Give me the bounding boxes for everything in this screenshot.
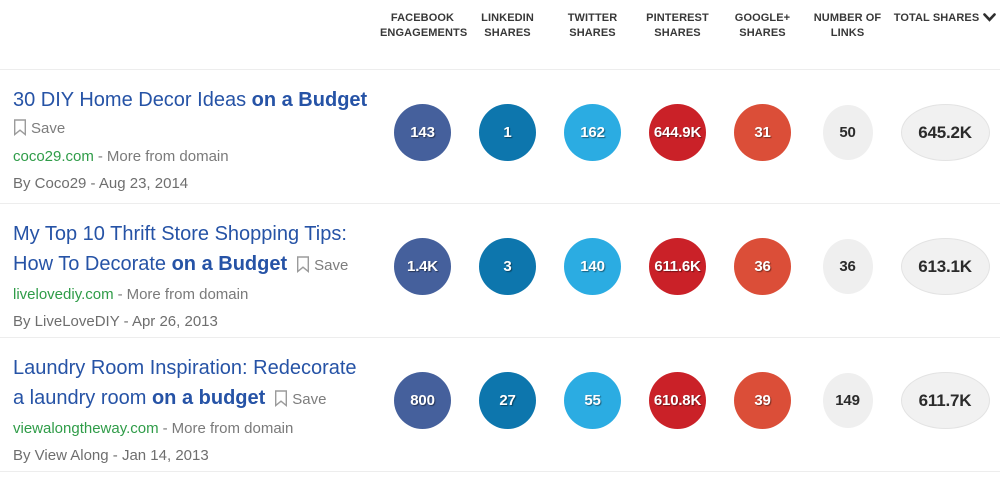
twitter-shares-count: 140	[564, 238, 621, 295]
column-header-pinterest[interactable]: PINTEREST SHARES	[646, 12, 709, 39]
column-header-total-shares[interactable]: TOTAL SHARES	[890, 0, 1000, 69]
article-info: My Top 10 Thrift Store Shopping Tips: How…	[0, 204, 380, 337]
domain-link[interactable]: livelovediy.com	[13, 286, 114, 303]
total-shares-count: 613.1K	[900, 238, 990, 295]
pinterest-shares-count: 611.6K	[649, 238, 706, 295]
domain-line: coco29.com - More from domain	[13, 148, 229, 165]
article-row: My Top 10 Thrift Store Shopping Tips: How…	[0, 204, 1000, 338]
linkedin-shares-count: 27	[479, 372, 536, 429]
more-from-domain-link[interactable]: More from domain	[126, 286, 249, 303]
save-button[interactable]: Save	[274, 385, 327, 415]
linkedin-shares-count: 3	[479, 238, 536, 295]
facebook-engagements-count: 1.4K	[394, 238, 451, 295]
article-row: 30 DIY Home Decor Ideas on a Budget Save…	[0, 70, 1000, 204]
domain-line: viewalongtheway.com - More from domain	[13, 420, 294, 437]
facebook-engagements-count: 800	[394, 372, 451, 429]
total-shares-count: 611.7K	[900, 372, 990, 429]
column-header-googleplus[interactable]: GOOGLE+ SHARES	[734, 12, 791, 39]
byline: By Coco29 - Aug 23, 2014	[13, 175, 189, 192]
column-header-linkedin[interactable]: LINKEDIN SHARES	[481, 12, 534, 39]
linkedin-shares-count: 1	[479, 104, 536, 161]
googleplus-shares-count: 39	[734, 372, 791, 429]
bookmark-icon	[275, 390, 288, 407]
bookmark-icon	[297, 256, 310, 273]
facebook-engagements-count: 143	[394, 104, 451, 161]
number-of-links-count: 36	[822, 239, 873, 294]
total-shares-count: 645.2K	[900, 104, 990, 161]
article-title-link[interactable]: Laundry Room Inspiration: Redecorate a la…	[13, 353, 380, 415]
column-header-twitter[interactable]: TWITTER SHARES	[567, 12, 618, 39]
header-spacer	[0, 0, 380, 69]
article-title-link[interactable]: 30 DIY Home Decor Ideas on a Budget	[13, 89, 368, 111]
domain-line: livelovediy.com - More from domain	[13, 286, 249, 303]
bookmark-icon	[14, 119, 26, 136]
chevron-down-icon	[983, 13, 997, 22]
article-info: Laundry Room Inspiration: Redecorate a la…	[0, 338, 380, 471]
save-button[interactable]: Save	[13, 115, 65, 143]
article-row: Laundry Room Inspiration: Redecorate a la…	[0, 338, 1000, 472]
save-button[interactable]: Save	[296, 251, 348, 281]
pinterest-shares-count: 644.9K	[649, 104, 706, 161]
article-info: 30 DIY Home Decor Ideas on a Budget Save…	[0, 70, 380, 203]
domain-link[interactable]: viewalongtheway.com	[13, 420, 159, 437]
number-of-links-count: 50	[822, 105, 873, 160]
googleplus-shares-count: 36	[734, 238, 791, 295]
pinterest-shares-count: 610.8K	[649, 372, 706, 429]
twitter-shares-count: 55	[564, 372, 621, 429]
table-header: FACEBOOK ENGAGEMENTS LINKEDIN SHARES TWITT…	[0, 0, 1000, 70]
byline: By View Along - Jan 14, 2013	[13, 447, 209, 464]
more-from-domain-link[interactable]: More from domain	[171, 420, 294, 437]
byline: By LiveLoveDIY - Apr 26, 2013	[13, 313, 218, 330]
number-of-links-count: 149	[822, 373, 873, 428]
twitter-shares-count: 162	[564, 104, 621, 161]
domain-link[interactable]: coco29.com	[13, 148, 94, 165]
column-header-facebook[interactable]: FACEBOOK ENGAGEMENTS	[380, 12, 468, 39]
article-title-link[interactable]: My Top 10 Thrift Store Shopping Tips: How…	[13, 219, 380, 281]
googleplus-shares-count: 31	[734, 104, 791, 161]
column-header-links[interactable]: NUMBER OF LINKS	[813, 12, 882, 39]
more-from-domain-link[interactable]: More from domain	[106, 148, 229, 165]
